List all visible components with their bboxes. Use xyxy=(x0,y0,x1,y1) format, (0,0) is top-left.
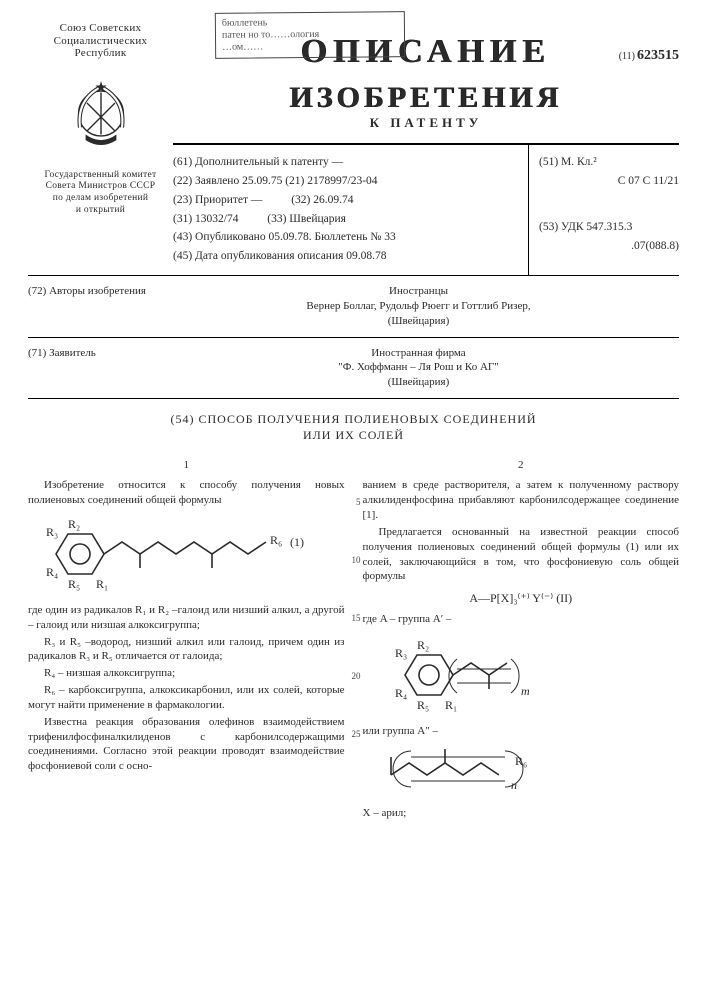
column-2: 5 10 15 20 25 2 ванием в среде растворит… xyxy=(363,458,680,823)
col2-p1: ванием в среде растворителя, а затем к п… xyxy=(363,478,680,523)
applicant-names: Иностранная фирма "Ф. Хоффманн – Ля Рош … xyxy=(158,346,679,391)
stamp-l3: …ом…… xyxy=(222,40,398,54)
doc-subtitle: К ПАТЕНТУ xyxy=(173,115,679,131)
authors-names: Иностранцы Вернер Боллаг, Рудольф Рюегг … xyxy=(158,284,679,329)
field-33: (33) Швейцария xyxy=(267,213,346,225)
library-stamp: бюллетень патен но то……ология …ом…… xyxy=(215,11,405,59)
body-columns: 1 Изобретение относится к способу получе… xyxy=(28,458,679,823)
col1-p2: Известна реакция образования олефинов вз… xyxy=(28,715,345,774)
ln-25: 25 xyxy=(349,728,361,740)
fa-r5: R₅ xyxy=(417,698,429,712)
ussr-emblem-icon xyxy=(66,78,136,160)
col1-r4: R₄ – низшая алкоксигруппа; xyxy=(28,666,345,681)
union-line1: Союз Советских xyxy=(28,22,173,35)
f1-r5: R₅ xyxy=(68,577,80,591)
fa-r4: R₄ xyxy=(395,686,407,700)
col1-number: 1 xyxy=(28,458,345,473)
fa-m: m xyxy=(521,684,530,698)
issuer-column: Союз Советских Социалистических Республи… xyxy=(28,22,173,217)
applicant-block: (71) Заявитель Иностранная фирма "Ф. Хоф… xyxy=(28,337,679,400)
biblio-block: (61) Дополнительный к патенту — (22) Зая… xyxy=(173,143,679,275)
field-53b: .07(088.8) xyxy=(539,238,679,256)
field-51b: C 07 C 11/21 xyxy=(539,173,679,191)
col2-x: X – арил; xyxy=(363,806,680,821)
col2-orA2: или группа A″ – xyxy=(363,724,680,739)
row-23-32: (23) Приоритет — (32) 26.09.74 xyxy=(173,192,518,210)
pub-number: 623515 xyxy=(637,48,679,63)
union-line3: Республик xyxy=(28,47,173,60)
line-numbers: 5 10 15 20 25 xyxy=(349,458,361,741)
fa2-r6: R₆ xyxy=(515,754,527,768)
page: Союз Советских Социалистических Республи… xyxy=(0,0,707,843)
field-23: (23) Приоритет — xyxy=(173,194,262,206)
applicant-name: "Ф. Хоффманн – Ля Рош и Ко АГ" xyxy=(158,360,679,375)
union-line2: Социалистических xyxy=(28,35,173,48)
authors-list: Вернер Боллаг, Рудольф Рюегг и Готтлиб Р… xyxy=(158,299,679,314)
field-32: (32) 26.09.74 xyxy=(291,194,353,206)
ln-5: 5 xyxy=(349,496,361,508)
col2-whereA: где A – группа A′ – xyxy=(363,612,680,627)
col2-number: 2 xyxy=(363,458,680,473)
col1-r6: R₆ – карбоксигруппа, алкоксикарбонил, ил… xyxy=(28,683,345,713)
field-43: (43) Опубликовано 05.09.78. Бюллетень № … xyxy=(173,229,518,247)
f1-r1: R₁ xyxy=(96,577,108,591)
ln-10: 10 xyxy=(349,554,361,566)
committee-l3: по делам изобретений xyxy=(28,193,173,205)
committee-l2: Совета Министров СССР xyxy=(28,181,173,193)
field-61: (61) Дополнительный к патенту — xyxy=(173,154,518,172)
col1-where: где один из радикалов R₁ и R₂ –галоид ил… xyxy=(28,603,345,633)
f1-r6: R₆ xyxy=(270,533,282,547)
pub-prefix: (11) xyxy=(619,51,635,62)
fa2-n: n xyxy=(511,778,517,792)
ln-20: 20 xyxy=(349,670,361,682)
header: Союз Советских Социалистических Республи… xyxy=(28,22,679,275)
field-22: (22) Заявлено 25.09.75 (21) 2178997/23-0… xyxy=(173,173,518,191)
biblio-right: (51) М. Кл.² C 07 C 11/21 (53) УДК 547.3… xyxy=(529,145,679,275)
field-71-label: (71) Заявитель xyxy=(28,346,158,391)
fa-r3: R₃ xyxy=(395,646,407,660)
biblio-left: (61) Дополнительный к патенту — (22) Зая… xyxy=(173,145,529,275)
field-72-label: (72) Авторы изобретения xyxy=(28,284,158,329)
formula-a-prime: R₂ R₃ R₄ R₅ R₁ m xyxy=(381,633,680,718)
f1-label: (1) xyxy=(290,535,304,549)
f1-r3: R₃ xyxy=(46,525,58,539)
invention-title-l1: СПОСОБ ПОЛУЧЕНИЯ ПОЛИЕНОВЫХ СОЕДИНЕНИЙ xyxy=(198,412,536,426)
f1-r4: R₄ xyxy=(46,565,58,579)
applicant-country: (Швейцария) xyxy=(158,375,679,390)
committee: Государственный комитет Совета Министров… xyxy=(28,170,173,218)
authors-block: (72) Авторы изобретения Иностранцы Верне… xyxy=(28,275,679,337)
field-54-num: (54) xyxy=(170,412,194,426)
authors-country: (Швейцария) xyxy=(158,314,679,329)
invention-title-l2: ИЛИ ИХ СОЛЕЙ xyxy=(303,428,404,442)
publication-number: (11)623515 xyxy=(619,48,679,64)
title-block: бюллетень патен но то……ология …ом…… (11)… xyxy=(173,22,679,275)
committee-l1: Государственный комитет xyxy=(28,170,173,182)
field-53a: (53) УДК 547.315.3 xyxy=(539,219,679,237)
authors-heading: Иностранцы xyxy=(158,284,679,299)
applicant-heading: Иностранная фирма xyxy=(158,346,679,361)
row-31-33: (31) 13032/74 (33) Швейцария xyxy=(173,211,518,229)
field-21: (21) 2178997/23-04 xyxy=(285,175,377,187)
col1-p1: Изобретение относится к способу получени… xyxy=(28,478,345,508)
formula-a-double-prime: R₆ n xyxy=(381,745,680,800)
doc-title-2: ИЗОБРЕТЕНИЯ xyxy=(173,82,679,114)
column-1: 1 Изобретение относится к способу получе… xyxy=(28,458,345,823)
field-51a: (51) М. Кл.² xyxy=(539,154,679,172)
col2-p2: Предлагается основанный на известной реа… xyxy=(363,525,680,584)
field-31: (31) 13032/74 xyxy=(173,213,238,225)
f1-r2: R₂ xyxy=(68,517,80,531)
committee-l4: и открытий xyxy=(28,205,173,217)
fa-r2: R₂ xyxy=(417,638,429,652)
ln-15: 15 xyxy=(349,612,361,624)
fa-r1: R₁ xyxy=(445,698,457,712)
field-45: (45) Дата опубликования описания 09.08.7… xyxy=(173,248,518,266)
field-22a: (22) Заявлено 25.09.75 xyxy=(173,175,282,187)
formula-1: R₂ R₃ R₄ R₅ R₁ R₆ (1) xyxy=(46,514,345,597)
invention-title: (54) СПОСОБ ПОЛУЧЕНИЯ ПОЛИЕНОВЫХ СОЕДИНЕ… xyxy=(28,411,679,443)
col1-r3r5: R₃ и R₅ –водород, низший алкил или галои… xyxy=(28,635,345,665)
formula-ii: A—P[X]₃⁽⁺⁾ Y⁽⁻⁾ (II) xyxy=(363,590,680,606)
